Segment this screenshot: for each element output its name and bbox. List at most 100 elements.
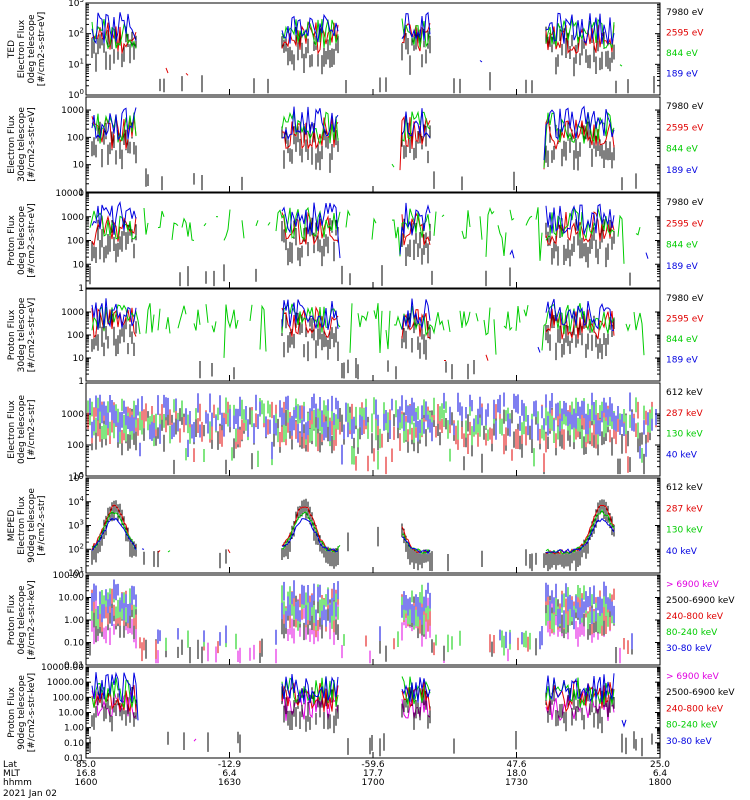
ytick-label: 100 [67, 133, 84, 143]
series-3 [89, 392, 657, 465]
ytick-label: 1000 [61, 213, 84, 223]
ytick-label: 10.00 [58, 709, 84, 719]
ytick-label: 1000 [61, 106, 84, 116]
ytick-label: 10000.00 [41, 663, 84, 673]
xrow-value: -12.9 [218, 760, 242, 770]
xrow-label: MLT [3, 769, 21, 779]
ylabel-line: [#/cm2-s-str-eV] [37, 12, 47, 87]
ylabel-line: 0deg telescope [17, 395, 27, 465]
series-1 [91, 211, 615, 247]
ytick-label: 0.10 [64, 739, 84, 749]
ylabel: MEPED Electron Flux 90deg telescope [#/cm2-… [7, 488, 47, 563]
legend-entry: 2595 eV [666, 29, 704, 39]
date-label: 2021 Jan 02 [3, 789, 57, 799]
ytick-label: 103 [68, 519, 84, 532]
ylabel-line: [#/cm2-s-str-eV] [27, 203, 37, 278]
ylabel-line: Proton Flux [7, 687, 17, 738]
panel-7: 0.01 0.10 1.00 10.00 100.00 Proton Flux 0deg t… [7, 571, 735, 671]
flux-traces [90, 200, 656, 287]
legend-entry: > 6900 keV [666, 672, 720, 682]
series-0 [91, 498, 615, 572]
flux-traces [89, 671, 652, 757]
legend-entry: 2595 eV [666, 315, 704, 325]
ylabel-line: Proton Flux [7, 309, 17, 360]
ytick-label: 1 [78, 188, 84, 198]
ytick-label: 100 [67, 237, 84, 247]
ylabel: Proton Flux 0deg telescope [#/cm2-s-str-ke… [7, 580, 37, 659]
ylabel-line: 90deg telescope [27, 488, 37, 563]
xrow-value: 18.0 [506, 769, 526, 779]
legend-entry: 612 keV [666, 483, 703, 493]
ytick-label: 1 [78, 377, 84, 387]
xrow-value: 1800 [649, 778, 672, 788]
ylabel-line: [#/cm2-s-str] [27, 399, 37, 459]
ylabel-line: [#/cm2-s-str-keV] [27, 673, 37, 752]
ylabel-line: 0deg telescope [17, 585, 27, 655]
ylabel-line: Proton Flux [7, 215, 17, 266]
xrow-value: 6.4 [222, 769, 237, 779]
flux-traces [91, 298, 656, 380]
ylabel-line: 30deg telescope [17, 297, 27, 372]
legend-entry: 240-800 keV [666, 704, 724, 714]
panel-2: 1 10 100 1000 Electron Flux 30deg telescope [#… [7, 96, 704, 198]
legend-entry: 189 eV [666, 166, 699, 176]
legend-entry: 2500-6900 keV [666, 596, 735, 606]
xrow-value: 1630 [218, 778, 241, 788]
ytick-label: 0.01 [64, 661, 84, 671]
xrow-value: 25.0 [650, 760, 670, 770]
series-0 [91, 597, 621, 664]
series-1 [91, 305, 615, 361]
legend-entry: 844 eV [666, 49, 699, 59]
ytick-label: 100 [67, 441, 84, 451]
ytick-label: 104 [68, 495, 84, 508]
series-0 [91, 26, 655, 94]
ylabel-line: 90deg telescope [17, 675, 27, 750]
ylabel: Proton Flux 90deg telescope [#/cm2-s-str-k… [7, 673, 37, 752]
legend-entry: 189 eV [666, 356, 699, 366]
series-4 [91, 671, 627, 728]
ytick-label: 10 [73, 260, 85, 270]
panel-6: 101 102 103 104 105 MEPED Electron Flux 90deg t… [7, 471, 703, 579]
ylabel-line: 0deg telescope [27, 14, 37, 84]
flux-traces [87, 392, 657, 475]
ylabel-line: [#/cm2-s-str-keV] [27, 580, 37, 659]
ytick-label: 10 [73, 161, 85, 171]
ytick-label: 102 [68, 27, 84, 40]
ytick-label: 1 [78, 284, 84, 294]
xrow-label: Lat [3, 760, 18, 770]
ylabel-line: 30deg telescope [17, 107, 27, 182]
ytick-label: 100 [67, 331, 84, 341]
series-2 [91, 680, 615, 713]
ylabel-line: MEPED [7, 510, 17, 542]
ylabel: Proton Flux 30deg telescope [#/cm2-s-str-e… [7, 297, 37, 372]
legend-entry: 80-240 keV [666, 721, 718, 731]
ytick-label: 101 [68, 566, 84, 579]
legend-entry: 189 eV [666, 70, 699, 80]
legend-entry: 30-80 keV [666, 737, 712, 747]
legend-entry: 7980 eV [666, 294, 704, 304]
ylabel-line: 0deg telescope [17, 206, 27, 276]
xrow-value: 85.0 [76, 760, 96, 770]
xrow-value: 1700 [362, 778, 385, 788]
panel-8: 0.01 0.10 1.00 10.00 100.00 1000.00 10000.00 Pr… [7, 663, 735, 764]
ytick-label: 0.01 [64, 754, 84, 764]
legend-entry: 30-80 keV [666, 644, 712, 654]
xrow-value: 17.7 [363, 769, 383, 779]
legend-entry: 189 eV [666, 262, 699, 272]
ylabel: Electron Flux 30deg telescope [#/cm2-s-str… [7, 107, 37, 182]
series-0 [91, 121, 637, 191]
ytick-label: 105 [68, 471, 84, 484]
ytick-label: 10.00 [58, 594, 84, 604]
xrow-value: 1730 [505, 778, 528, 788]
panel-frame [85, 96, 661, 193]
panel-4: 1 10 100 1000 Proton Flux 30deg telescope [#/c… [7, 288, 704, 387]
xrow-value: 1600 [75, 778, 98, 788]
ylabel-line: Electron Flux [7, 400, 17, 459]
ytick-label: 1.00 [64, 724, 84, 734]
legend-entry: 287 keV [666, 409, 703, 419]
ylabel-line: TED [7, 40, 17, 59]
legend-entry: 287 keV [666, 504, 703, 514]
ytick-label: 101 [68, 57, 84, 70]
ylabel-line: Proton Flux [7, 594, 17, 645]
